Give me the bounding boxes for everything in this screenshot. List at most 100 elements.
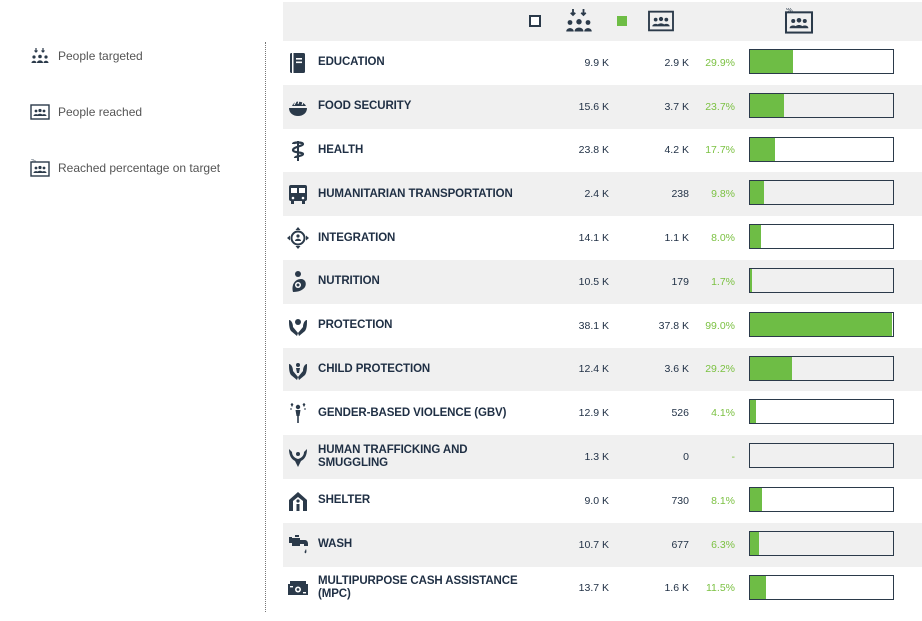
progress-bar — [749, 267, 894, 293]
people-targeted-value: 9.0 K — [584, 494, 609, 507]
people-reached-value: 1.1 K — [664, 232, 689, 245]
legend-label: Reached percentage on target — [58, 161, 221, 175]
table-row: FOOD SECURITY 15.6 K 3.7 K 23.7% — [283, 84, 922, 129]
reached-percentage-value: 99.0% — [705, 319, 735, 332]
table-row: GENDER-BASED VIOLENCE (GBV) 12.9 K 526 4.1% — [283, 391, 922, 435]
wash-icon — [289, 534, 308, 554]
reached-square-icon — [617, 16, 627, 26]
divider — [265, 42, 266, 612]
people-targeted-value: 12.9 K — [578, 407, 609, 420]
people-reached-value: 526 — [671, 407, 689, 420]
trafficking-icon — [289, 449, 307, 468]
progress-bar — [749, 574, 894, 600]
table-row: SHELTER 9.0 K 730 8.1% — [283, 479, 922, 523]
people-reached-value: 3.6 K — [664, 363, 689, 376]
child-protection-icon — [289, 362, 307, 380]
progress-bar — [749, 180, 894, 206]
people-targeted-value: 13.7 K — [578, 582, 609, 595]
sector-label: FOOD SECURITY — [318, 100, 412, 113]
progress-fill — [750, 575, 767, 599]
people-targeted-value: 15.6 K — [578, 100, 609, 113]
progress-fill — [750, 93, 784, 117]
progress-bar — [749, 92, 894, 118]
sector-label: CHILD PROTECTION — [318, 362, 431, 375]
people-reached-value: 37.8 K — [658, 319, 689, 332]
people-reached-value: 179 — [671, 275, 689, 288]
reached-percentage-icon: % — [30, 159, 50, 177]
nutrition-icon — [292, 270, 306, 292]
progress-fill — [750, 225, 762, 249]
progress-bar — [749, 224, 894, 250]
people-reached-value: 2.9 K — [664, 56, 689, 69]
cash-icon — [288, 580, 308, 595]
reached-percentage-value: 8.1% — [711, 494, 735, 507]
progress-fill — [750, 50, 793, 73]
legend-item-people-targeted: People targeted — [30, 28, 250, 84]
shelter-icon — [289, 491, 307, 511]
legend-label: People targeted — [58, 49, 143, 63]
reached-percentage-icon: % — [784, 8, 814, 34]
legend-item-reached-percentage: % Reached percentage on target — [30, 140, 250, 196]
progress-fill — [750, 312, 892, 336]
table-row: HUMANITARIAN TRANSPORTATION 2.4 K 238 9.8% — [283, 172, 922, 217]
progress-bar — [749, 443, 894, 469]
reached-percentage-value: 29.2% — [705, 363, 735, 376]
table-row: WASH 10.7 K 677 6.3% — [283, 522, 922, 567]
bus-icon — [289, 185, 307, 205]
progress-bar — [749, 399, 894, 425]
progress-bar — [749, 49, 894, 74]
gbv-icon — [290, 403, 306, 424]
table-header: % — [283, 2, 922, 41]
table-row: HEALTH 23.8 K 4.2 K 17.7% — [283, 129, 922, 173]
table-row: INTEGRATION 14.1 K 1.1 K 8.0% — [283, 216, 922, 260]
progress-bar — [749, 311, 894, 337]
table-row: PROTECTION 38.1 K 37.8 K 99.0% — [283, 304, 922, 348]
legend: People targeted People reached % Reached… — [30, 28, 250, 196]
sector-label: PROTECTION — [318, 319, 393, 332]
people-reached-value: 1.6 K — [664, 582, 689, 595]
people-targeted-value: 23.8 K — [578, 144, 609, 157]
sector-label: NUTRITION — [318, 275, 380, 288]
progress-fill — [750, 181, 764, 205]
sector-label: EDUCATION — [318, 56, 385, 69]
progress-bar — [749, 136, 894, 162]
table-row: EDUCATION 9.9 K 2.9 K 29.9% — [283, 41, 922, 85]
sector-label: MULTIPURPOSE CASH ASSISTANCE (MPC) — [318, 575, 518, 601]
target-square-icon — [529, 15, 541, 27]
people-reached-value: 730 — [671, 494, 689, 507]
people-targeted-icon — [31, 48, 49, 63]
people-targeted-value: 9.9 K — [584, 56, 609, 69]
table-row: HUMAN TRAFFICKING AND SMUGGLING 1.3 K 0 - — [283, 435, 922, 479]
food-security-icon — [289, 100, 307, 116]
progress-fill — [750, 531, 759, 555]
sector-label: INTEGRATION — [318, 231, 396, 244]
reached-percentage-value: 17.7% — [705, 144, 735, 157]
protection-icon — [289, 318, 307, 336]
progress-bar — [749, 486, 894, 512]
progress-fill — [750, 356, 792, 380]
progress-fill — [750, 268, 753, 292]
people-reached-value: 238 — [671, 188, 689, 201]
sector-table: % EDUCATION 9.9 K 2.9 K 29.9% FOOD SECURITY 1… — [283, 2, 922, 610]
progress-fill — [750, 400, 756, 424]
people-targeted-value: 1.3 K — [584, 451, 609, 464]
sector-label: HEALTH — [318, 143, 364, 156]
people-targeted-value: 10.7 K — [578, 538, 609, 551]
reached-percentage-value: 4.1% — [711, 407, 735, 420]
reached-percentage-value: 9.8% — [711, 188, 735, 201]
people-targeted-value: 2.4 K — [584, 188, 609, 201]
reached-percentage-value: 29.9% — [705, 56, 735, 69]
people-targeted-icon — [566, 9, 592, 32]
table-row: MULTIPURPOSE CASH ASSISTANCE (MPC) 13.7 K… — [283, 567, 922, 611]
people-targeted-value: 14.1 K — [578, 232, 609, 245]
progress-bar — [749, 355, 894, 381]
people-reached-value: 677 — [671, 538, 689, 551]
legend-item-people-reached: People reached — [30, 84, 250, 140]
reached-percentage-value: 1.7% — [711, 275, 735, 288]
people-reached-value: 3.7 K — [664, 100, 689, 113]
progress-fill — [750, 137, 776, 161]
progress-bar — [749, 530, 894, 556]
people-targeted-value: 10.5 K — [578, 275, 609, 288]
integration-icon — [287, 227, 309, 250]
table-row: NUTRITION 10.5 K 179 1.7% — [283, 259, 922, 304]
